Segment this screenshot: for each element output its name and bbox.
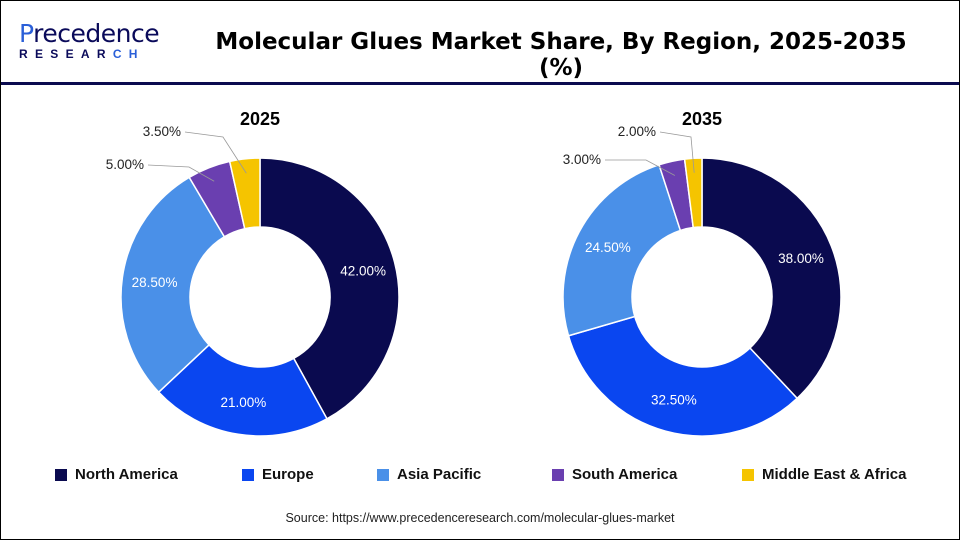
legend-swatch bbox=[552, 468, 564, 481]
logo-subtitle: RESEARCH bbox=[19, 47, 145, 61]
slice-2025-4 bbox=[228, 157, 261, 230]
legend-label: South America bbox=[572, 466, 678, 483]
donut-charts: 2025 42.00% 21.00% 28.50% 5.00% 3.50% 2035 38.0… bbox=[106, 109, 842, 437]
data-label: 21.00% bbox=[220, 395, 266, 410]
source-note: Source: https://www.precedenceresearch.c… bbox=[285, 511, 675, 525]
legend-swatch bbox=[742, 468, 754, 481]
slice-2025-1 bbox=[157, 343, 328, 437]
slice-2035-2 bbox=[562, 163, 682, 337]
data-label: 2.00% bbox=[618, 124, 656, 139]
header-divider bbox=[1, 82, 959, 85]
slice-2035-0 bbox=[701, 157, 842, 400]
logo: Precedence RESEARCH bbox=[19, 19, 160, 63]
slice-2035-4 bbox=[683, 157, 703, 229]
legend-swatch bbox=[55, 468, 67, 481]
chart-2025-title: 2025 bbox=[240, 109, 280, 129]
logo-wordmark: Precedence bbox=[19, 19, 160, 48]
legend: North America Europe Asia Pacific South Ame… bbox=[55, 466, 935, 486]
legend-item: Europe bbox=[242, 466, 314, 483]
leader-line bbox=[605, 159, 676, 176]
data-label: 3.00% bbox=[563, 152, 601, 167]
slice-2025-0 bbox=[259, 157, 400, 420]
leader-line bbox=[659, 131, 695, 173]
chart-2035-title: 2035 bbox=[682, 109, 722, 129]
legend-label: Europe bbox=[262, 466, 314, 483]
data-label: 42.00% bbox=[340, 264, 386, 279]
legend-label: Asia Pacific bbox=[397, 466, 482, 483]
slice-2035-1 bbox=[567, 315, 799, 437]
data-label: 5.00% bbox=[106, 157, 144, 172]
data-label: 24.50% bbox=[585, 240, 631, 255]
legend-item: North America bbox=[55, 466, 178, 483]
legend-swatch bbox=[377, 468, 389, 481]
legend-item: South America bbox=[552, 466, 677, 483]
data-label: 38.00% bbox=[778, 251, 824, 266]
slice-2025-2 bbox=[120, 176, 226, 394]
legend-item: Middle East & Africa bbox=[742, 466, 906, 483]
leader-line bbox=[184, 131, 247, 174]
data-label: 3.50% bbox=[143, 124, 181, 139]
legend-swatch bbox=[242, 468, 254, 481]
legend-item: Asia Pacific bbox=[377, 466, 481, 483]
data-label: 28.50% bbox=[132, 275, 178, 290]
leader-line bbox=[147, 164, 215, 182]
legend-label: North America bbox=[75, 466, 178, 483]
chart-title: Molecular Glues Market Share, By Region,… bbox=[215, 29, 907, 81]
data-label: 32.50% bbox=[651, 393, 697, 408]
legend-label: Middle East & Africa bbox=[762, 466, 907, 483]
